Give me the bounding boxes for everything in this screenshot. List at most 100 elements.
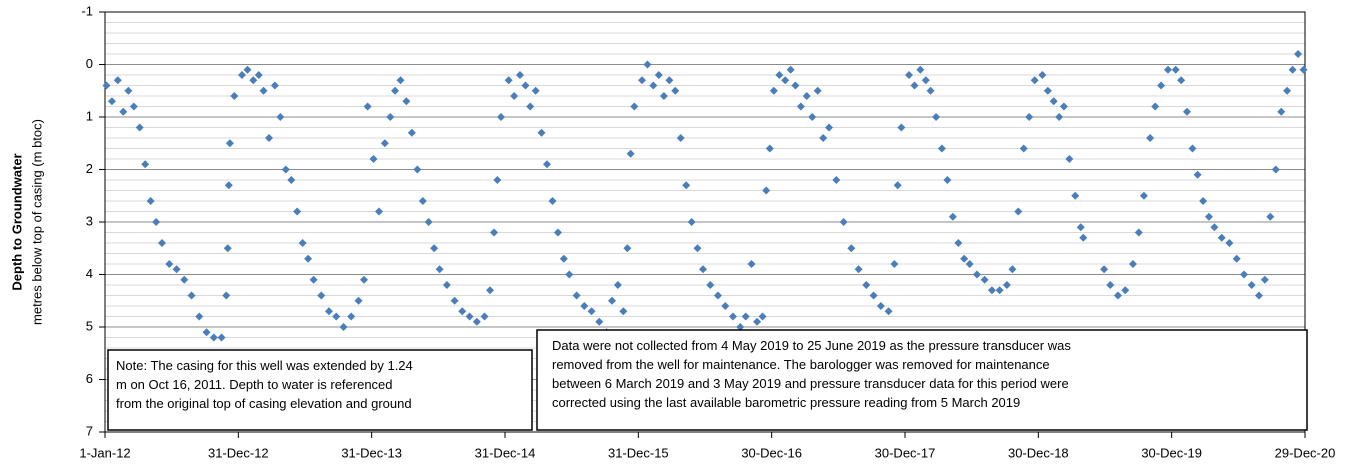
data-point [765,144,774,153]
data-point [396,76,405,85]
data-point [391,86,400,95]
data-point [230,92,239,100]
data-point [1014,207,1023,216]
data-point [987,286,996,295]
data-point [1183,107,1192,116]
note-text: Data were not collected from 4 May 2019 … [552,338,1071,353]
data-point [119,107,128,116]
data-point [537,128,546,137]
data-point [762,186,771,195]
data-point [249,76,258,85]
data-point [995,286,1004,295]
data-point [369,155,378,163]
data-point [565,270,574,279]
data-point [515,71,524,79]
note-text: corrected using the last available barom… [552,395,1020,410]
data-point [354,296,363,305]
data-point [580,302,589,310]
data-point [854,265,863,274]
data-point [430,244,439,253]
data-point [1193,170,1202,179]
data-point [225,139,234,148]
data-point [819,134,828,142]
data-point [281,165,290,174]
data-point [758,312,767,321]
data-point [965,260,974,268]
data-point [791,81,800,90]
data-point [665,76,674,85]
data-point [1139,191,1148,200]
data-point [948,212,957,221]
data-point [152,218,161,226]
data-point [713,291,722,300]
data-point [270,81,279,90]
data-point [380,139,389,148]
data-point [324,307,333,316]
data-point [1151,102,1160,111]
y-tick-label: 1 [86,108,93,123]
data-point [317,291,326,300]
data-point [209,333,218,342]
data-point [619,307,628,316]
data-point [1076,223,1085,232]
note-text: removed from the well for maintenance. T… [552,357,1050,372]
data-point [339,323,348,331]
data-point [884,307,893,316]
y-tick-label: 7 [86,423,93,438]
data-point [1059,102,1068,111]
x-tick-label: 31-Dec-12 [208,445,269,460]
data-point [921,76,930,85]
data-point [728,312,737,321]
data-point [172,265,181,274]
data-point [1204,212,1213,221]
data-point [626,149,635,158]
data-point [413,165,422,174]
data-point [347,312,356,321]
data-point [832,176,841,184]
data-point [572,291,581,300]
data-point [613,281,622,289]
data-point [721,302,730,310]
data-point [890,260,899,268]
x-tick-label: 30-Dec-18 [1008,445,1069,460]
data-point [418,197,427,205]
data-point [1288,65,1297,74]
data-point [1254,291,1263,300]
data-point [1217,233,1226,242]
note-text: m on Oct 16, 2011. Depth to water is ref… [116,377,393,392]
data-point [510,92,519,100]
data-point [465,312,474,321]
data-point [1157,81,1166,90]
data-point [180,275,189,284]
data-point [1299,65,1308,74]
data-point [1079,233,1088,242]
data-point [490,228,499,237]
plot-frame [104,11,1306,433]
data-point [543,160,552,169]
data-point [450,296,459,305]
data-point [781,76,790,85]
data-point [1121,286,1130,295]
x-tick-label: 31-Dec-14 [475,445,536,460]
data-point [1008,265,1017,274]
data-point [682,181,691,190]
data-point [654,71,663,79]
data-point [1199,197,1208,205]
data-point [937,144,946,153]
data-point [363,102,372,111]
data-point [1071,191,1080,200]
data-point [916,65,925,74]
x-tick-label: 1-Jan-12 [79,445,130,460]
data-point [775,71,784,79]
x-tick-label: 30-Dec-19 [1141,445,1202,460]
data-point [753,317,762,326]
data-point [1210,223,1219,232]
data-point [954,239,963,247]
y-tick-label: 2 [86,161,93,176]
y-tick-label: -1 [81,3,93,18]
data-point [706,281,715,289]
data-point [496,113,505,121]
data-point [187,291,196,300]
data-point [769,86,778,95]
data-point [643,60,652,69]
